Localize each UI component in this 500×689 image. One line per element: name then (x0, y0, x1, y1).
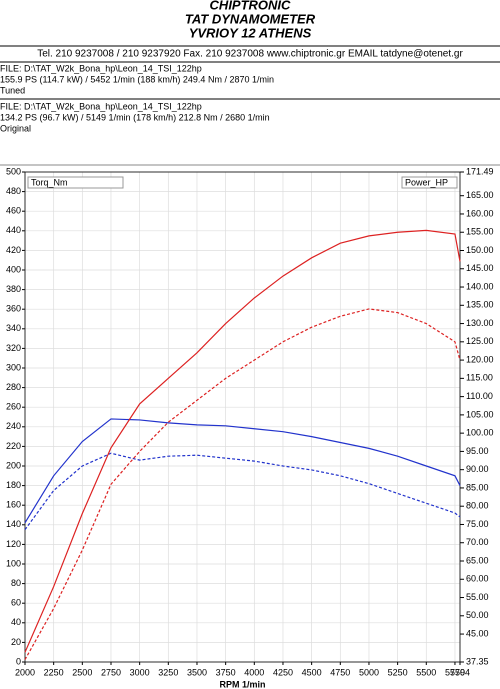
y-tick-label: 0 (16, 656, 21, 666)
header-line: CHIPTRONIC (210, 0, 292, 12)
x-tick-label: 4000 (244, 667, 264, 677)
y-axis-label: Torq_Nm (31, 177, 68, 187)
y2-tick-label: 125.00 (466, 336, 494, 346)
y2-tick-label: 65.00 (466, 555, 489, 565)
y-tick-label: 400 (6, 264, 21, 274)
y-tick-label: 500 (6, 166, 21, 176)
legend-box (401, 176, 458, 189)
y2-tick-label: 145.00 (466, 263, 494, 273)
header-line: YVRIOY 12 ATHENS (189, 25, 312, 40)
series-line (24, 229, 461, 653)
y2-tick-label: 155.00 (466, 227, 494, 237)
y2-tick-label: 135.00 (466, 300, 494, 310)
y2-tick-label: 110.00 (466, 391, 493, 401)
y-tick-label: 240 (6, 421, 21, 431)
x-tick-label: 5250 (388, 667, 408, 677)
y-tick-label: 340 (6, 323, 21, 333)
x-tick-label: 5750 (445, 667, 465, 677)
y-tick-label: 60 (11, 598, 21, 608)
y2-tick-label: 70.00 (466, 537, 489, 547)
y2-tick-label: 50.00 (466, 610, 489, 620)
y2-tick-label: 37.35 (466, 656, 489, 666)
y2-tick-label: 80.00 (466, 501, 489, 511)
header-line: TAT DYNAMOMETER (185, 11, 316, 26)
y2-tick-label: 45.00 (466, 628, 489, 638)
y2-tick-label: 105.00 (466, 409, 494, 419)
x-tick-label: 2500 (72, 667, 92, 677)
x-tick-label: 2250 (44, 667, 64, 677)
y2-tick-label: 165.00 (466, 190, 494, 200)
x-tick-label: 5794 (450, 667, 470, 677)
y-tick-label: 140 (6, 519, 21, 529)
y2-tick-label: 90.00 (466, 464, 489, 474)
y2-tick-label: 115.00 (466, 373, 493, 383)
y2-tick-label: 100.00 (466, 428, 494, 438)
y-tick-label: 480 (6, 186, 21, 196)
y-tick-label: 440 (6, 225, 21, 235)
y-tick-label: 180 (6, 480, 21, 490)
plot-frame (24, 171, 461, 663)
run-label: Tuned (0, 85, 25, 95)
y-tick-label: 460 (6, 206, 21, 216)
y-tick-label: 80 (11, 578, 21, 588)
x-tick-label: 3250 (158, 667, 178, 677)
series-line (24, 418, 461, 524)
y2-tick-label: 85.00 (466, 482, 489, 492)
y2-tick-label: 150.00 (466, 245, 494, 255)
y-tick-label: 360 (6, 304, 21, 314)
run-summary: 155.9 PS (114.7 kW) / 5452 1/min (188 km… (0, 74, 274, 84)
y-tick-label: 220 (6, 441, 21, 451)
y2-tick-label: 75.00 (466, 519, 489, 529)
contact: Tel. 210 9237008 / 210 9237920 Fax. 210 … (37, 49, 463, 60)
y-tick-label: 380 (6, 284, 21, 294)
y-tick-label: 420 (6, 245, 21, 255)
y-tick-label: 260 (6, 402, 21, 412)
y2-tick-label: 130.00 (466, 318, 494, 328)
x-tick-label: 4750 (330, 667, 350, 677)
y-tick-label: 160 (6, 500, 21, 510)
x-tick-label: 5500 (416, 667, 436, 677)
x-tick-label: 2000 (15, 667, 35, 677)
y-tick-label: 20 (11, 637, 21, 647)
legend-box (27, 176, 124, 189)
y-tick-label: 100 (6, 558, 21, 568)
y-tick-label: 120 (6, 539, 21, 549)
run-summary: 134.2 PS (96.7 kW) / 5149 1/min (178 km/… (0, 112, 270, 122)
x-tick-label: 3500 (187, 667, 207, 677)
run-label: Original (0, 123, 31, 133)
series-line (24, 308, 461, 660)
y2-tick-label: 140.00 (466, 281, 494, 291)
series-line (24, 452, 461, 531)
x-tick-label: 4500 (302, 667, 322, 677)
y2-tick-label: 95.00 (466, 446, 489, 456)
x-tick-label: 2750 (101, 667, 121, 677)
x-tick-label: 3000 (130, 667, 150, 677)
y2-axis-label: Power_HP (405, 177, 448, 187)
run-file: FILE: D:\TAT_W2k_Bona_hp\Leon_14_TSI_122… (0, 101, 202, 111)
y-tick-label: 200 (6, 460, 21, 470)
run-file: FILE: D:\TAT_W2k_Bona_hp\Leon_14_TSI_122… (0, 63, 202, 73)
y2-tick-label: 160.00 (466, 208, 494, 218)
x-axis-label: RPM 1/min (219, 679, 265, 689)
x-tick-label: 3750 (216, 667, 236, 677)
x-tick-label: 5000 (359, 667, 379, 677)
y-tick-label: 280 (6, 382, 21, 392)
y-tick-label: 40 (11, 617, 21, 627)
y2-tick-label: 171.49 (466, 166, 494, 176)
y-tick-label: 300 (6, 362, 21, 372)
y2-tick-label: 55.00 (466, 592, 489, 602)
y-tick-label: 320 (6, 343, 21, 353)
x-tick-label: 4250 (273, 667, 293, 677)
y2-tick-label: 60.00 (466, 574, 489, 584)
y2-tick-label: 120.00 (466, 354, 494, 364)
